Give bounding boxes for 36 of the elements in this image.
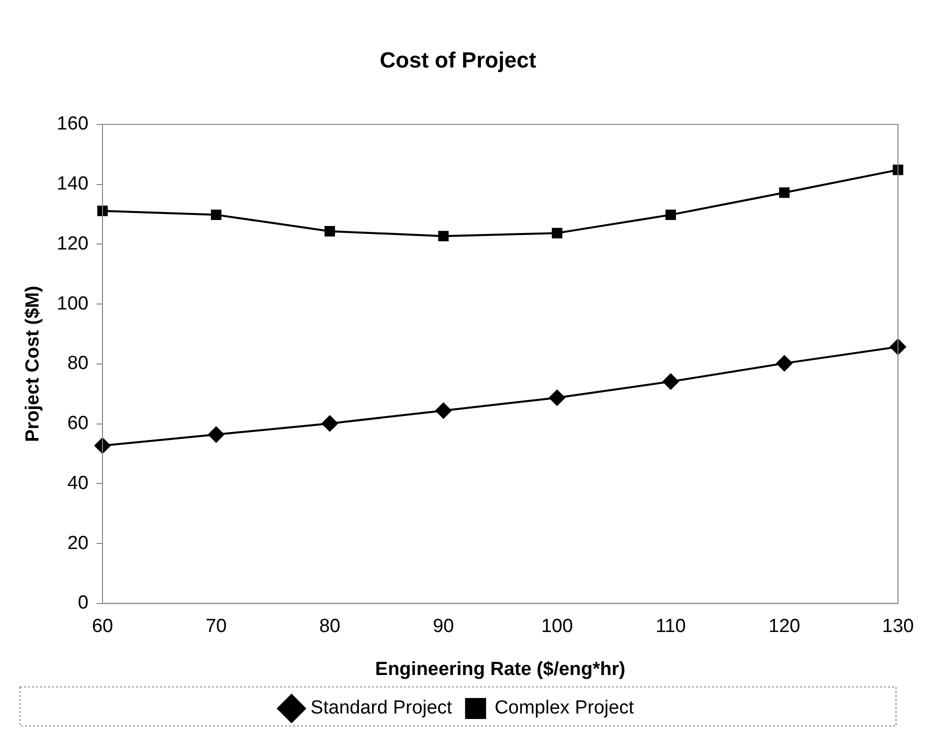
- point: [549, 390, 566, 406]
- y-tick-label: 20: [67, 532, 88, 554]
- chart-title: Cost of Project: [380, 47, 537, 72]
- point: [776, 355, 792, 372]
- point: [210, 210, 222, 220]
- point: [324, 226, 336, 237]
- x-tick-label: 110: [656, 616, 686, 638]
- y-tick-label: 120: [56, 233, 88, 254]
- x-tick-label: 80: [319, 616, 340, 638]
- point: [552, 228, 562, 238]
- x-axis-title: Engineering Rate ($/eng*hr): [375, 658, 626, 680]
- point: [662, 374, 679, 390]
- y-tick-label: 100: [56, 293, 88, 314]
- legend-label: Complex Project: [494, 698, 635, 719]
- y-tick-label: 160: [56, 114, 88, 135]
- x-tick-label: 100: [541, 616, 573, 638]
- x-tick-label: 60: [92, 616, 114, 638]
- point: [322, 415, 338, 432]
- point: [208, 426, 224, 443]
- point: [779, 187, 790, 198]
- legend-label: Standard Project: [310, 698, 453, 719]
- point: [94, 438, 110, 454]
- y-tick-label: 0: [78, 592, 88, 614]
- point: [890, 338, 906, 355]
- y-tick-label: 80: [67, 353, 88, 374]
- y-tick-label: 60: [67, 413, 88, 434]
- y-tick-label: 40: [67, 472, 88, 494]
- x-tick-label: 130: [882, 616, 914, 638]
- x-tick-label: 120: [768, 616, 800, 638]
- point: [438, 230, 449, 242]
- x-tick-label: 70: [206, 616, 227, 638]
- y-axis-title: Project Cost ($M): [22, 286, 44, 442]
- x-tick-label: 90: [432, 616, 454, 638]
- y-tick-label: 140: [56, 174, 88, 195]
- point: [665, 210, 676, 220]
- point: [435, 402, 452, 419]
